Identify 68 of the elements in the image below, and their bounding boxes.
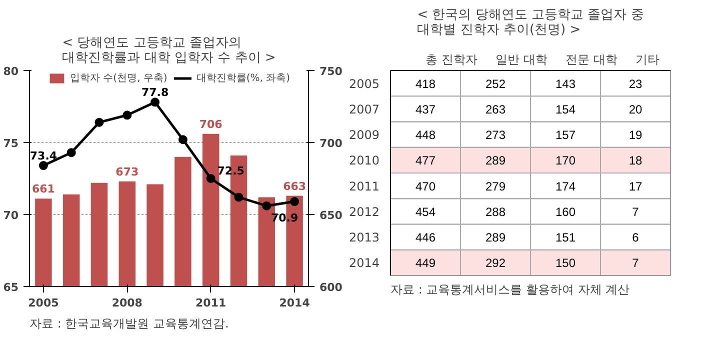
data-label: 150: [555, 256, 576, 270]
data-label: 73.4: [30, 150, 58, 163]
x-tick-label: 총 진학자: [426, 52, 478, 66]
data-label: 663: [283, 180, 306, 193]
x-tick-label: 2011: [196, 296, 226, 310]
x-tick-label: 전문 대학: [566, 52, 618, 66]
x-tick-label: 2008: [112, 296, 142, 310]
data-label: 706: [199, 118, 223, 131]
data-label: 151: [555, 230, 576, 245]
y-tick-label: 65: [3, 281, 19, 294]
data-label: 470: [415, 179, 436, 194]
x-tick-label: 2005: [28, 296, 59, 310]
data-label: 17: [628, 179, 642, 194]
data-label: 157: [555, 128, 576, 142]
y2-tick-label: 750: [320, 65, 343, 78]
y-tick-label: 2012: [348, 204, 380, 219]
data-label: 292: [485, 256, 506, 270]
y-tick-label: 2011: [348, 179, 380, 194]
legend-label: 입학자 수(천명, 우축): [70, 72, 168, 85]
data-label: 448: [415, 128, 436, 142]
data-label: 437: [415, 102, 436, 116]
y-tick-label: 70: [3, 209, 19, 222]
data-label: 289: [485, 230, 506, 245]
data-label: 174: [555, 179, 576, 194]
data-label: 289: [485, 154, 506, 168]
y2-tick-label: 650: [320, 209, 343, 222]
data-label: 77.8: [141, 86, 169, 100]
data-label: 143: [555, 76, 576, 91]
x-tick-label: 일반 대학: [496, 52, 548, 66]
data-label: 19: [628, 128, 642, 142]
y-tick-label: 2009: [348, 128, 380, 142]
y2-tick-label: 600: [320, 281, 343, 294]
data-label: 23: [628, 76, 642, 91]
chart-title: < 당해연도 고등학교 졸업자의 대학진학률과 대학 입학자 수 추이 >: [62, 36, 276, 66]
data-label: 252: [485, 76, 506, 91]
data-label: 446: [415, 230, 436, 245]
legend-label: 대학진학률(%, 좌축): [196, 72, 290, 85]
y-tick-label: 80: [3, 65, 19, 78]
data-label: 454: [415, 204, 436, 219]
y2-tick-label: 700: [320, 137, 343, 150]
data-label: 661: [32, 182, 55, 196]
text: 자료 : 교육통계서비스를 활용하여 자체 계산: [390, 282, 630, 296]
data-label: 418: [415, 76, 436, 91]
data-label: 6: [632, 230, 640, 245]
y-tick-label: 2005: [348, 76, 380, 91]
data-label: 154: [555, 102, 576, 116]
data-label: 288: [485, 204, 506, 219]
data-label: 673: [116, 165, 139, 178]
data-label: 279: [485, 179, 506, 194]
x-tick-label: 기타: [636, 52, 660, 66]
data-label: 263: [485, 102, 506, 116]
data-label: 20: [628, 102, 642, 116]
y-tick-label: 2007: [348, 102, 380, 116]
data-label: 449: [415, 256, 436, 270]
text: 자료 : 한국교육개발원 교육통계연감.: [30, 316, 229, 330]
y-tick-label: 2013: [348, 230, 380, 245]
data-label: 7: [632, 256, 640, 270]
data-label: 477: [415, 154, 436, 168]
data-label: 18: [628, 154, 642, 168]
y-tick-label: 2014: [348, 256, 380, 270]
data-label: 170: [555, 154, 576, 168]
x-tick-label: 2014: [279, 296, 310, 310]
y-tick-label: 2010: [348, 154, 380, 168]
data-label: 7: [632, 204, 640, 219]
data-label: 273: [485, 128, 506, 142]
data-label: 160: [555, 204, 576, 219]
y-tick-label: 75: [3, 137, 19, 150]
chart-title: < 한국의 당해연도 고등학교 졸업자 중 대학별 진학자 추이(천명) >: [417, 8, 644, 38]
